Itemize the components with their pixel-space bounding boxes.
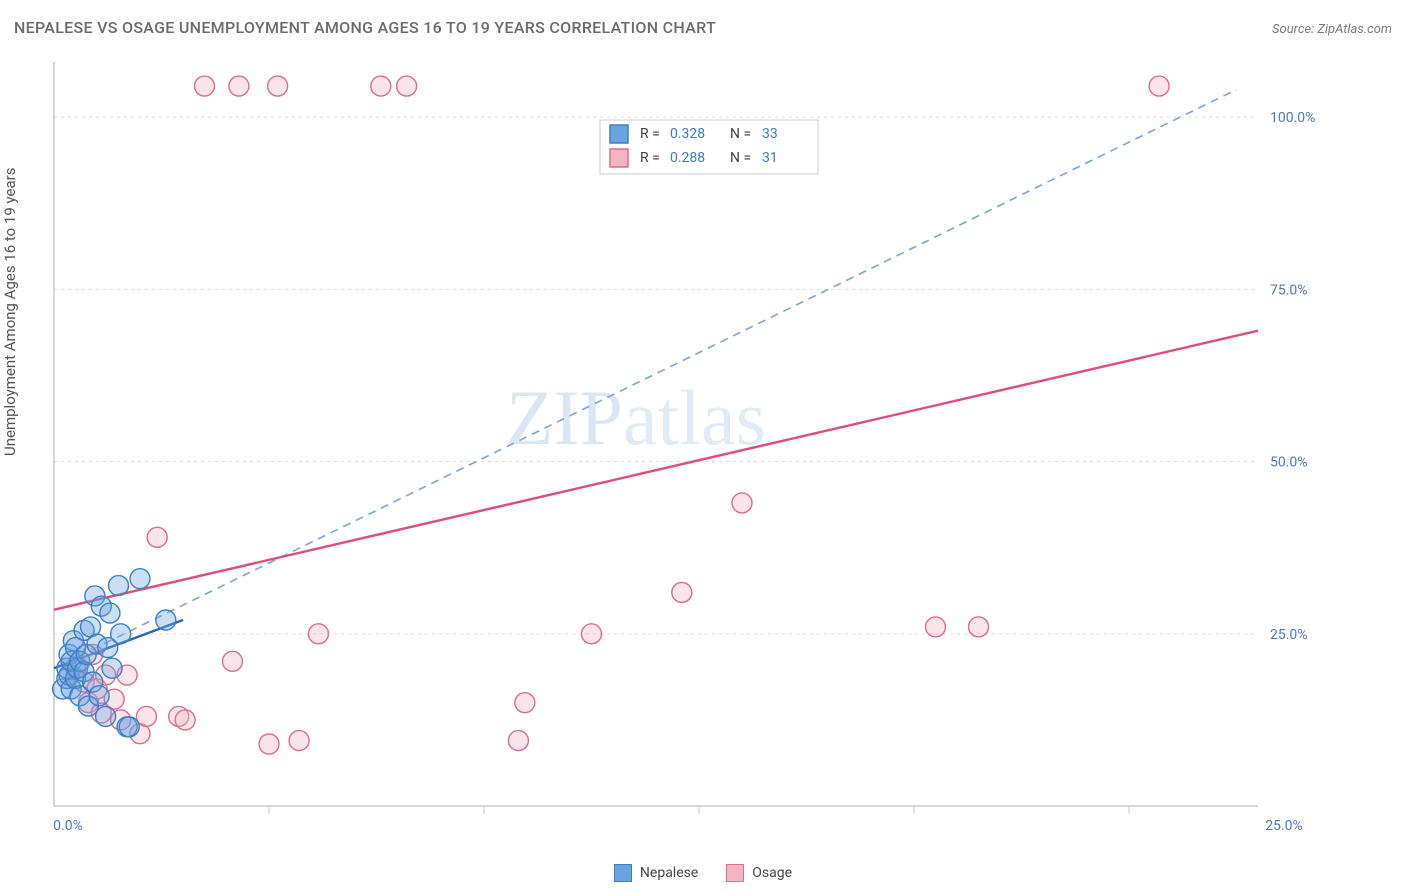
legend: Nepalese Osage (0, 864, 1406, 886)
data-point-osage (672, 582, 692, 602)
data-point-nepalese (130, 569, 150, 589)
legend-item-osage: Osage (726, 864, 792, 882)
data-point-osage (926, 617, 946, 637)
data-point-osage (268, 76, 288, 96)
data-point-osage (136, 706, 156, 726)
data-point-nepalese (111, 624, 131, 644)
stats-swatch-osage (610, 149, 628, 167)
x-tick-label: 25.0% (1265, 818, 1303, 832)
y-tick-label: 50.0% (1270, 455, 1308, 471)
data-point-osage (175, 710, 195, 730)
legend-label: Osage (752, 865, 792, 881)
stats-text: R = (640, 150, 660, 166)
legend-item-nepalese: Nepalese (614, 864, 698, 882)
data-point-osage (289, 731, 309, 751)
data-point-osage (732, 493, 752, 513)
data-point-osage (222, 651, 242, 671)
legend-swatch-nepalese (614, 864, 632, 882)
data-point-nepalese (109, 576, 129, 596)
data-point-osage (508, 731, 528, 751)
data-point-osage (1149, 76, 1169, 96)
data-point-osage (969, 617, 989, 637)
stats-text: N = (730, 150, 751, 166)
data-point-osage (147, 527, 167, 547)
stats-text: 0.328 (670, 126, 705, 142)
stats-text: 31 (762, 150, 778, 166)
data-point-osage (195, 76, 215, 96)
stats-text: R = (640, 126, 660, 142)
data-point-nepalese (156, 610, 176, 630)
data-point-nepalese (96, 706, 116, 726)
stats-text: N = (730, 126, 751, 142)
y-axis-label: Unemployment Among Ages 16 to 19 years (1, 436, 19, 456)
y-tick-label: 100.0% (1270, 110, 1315, 126)
data-point-osage (259, 734, 279, 754)
stats-box (600, 120, 818, 174)
y-tick-label: 25.0% (1270, 627, 1308, 643)
data-point-osage (371, 76, 391, 96)
data-point-nepalese (100, 603, 120, 623)
x-tick-label: 0.0% (53, 818, 83, 832)
data-point-osage (397, 76, 417, 96)
data-point-osage (229, 76, 249, 96)
legend-swatch-osage (726, 864, 744, 882)
data-point-nepalese (89, 686, 109, 706)
legend-label: Nepalese (640, 865, 698, 881)
source-label: Source: ZipAtlas.com (1272, 22, 1392, 37)
chart-title: NEPALESE VS OSAGE UNEMPLOYMENT AMONG AGE… (14, 18, 716, 37)
data-point-nepalese (119, 717, 139, 737)
data-point-nepalese (102, 658, 122, 678)
data-point-osage (582, 624, 602, 644)
stats-text: 0.288 (670, 150, 705, 166)
watermark: ZIPatlas (506, 374, 766, 461)
chart-plot-area: 25.0% 50.0% 75.0% 100.0% ZIPatlas 0.0% 25.0% R … (46, 58, 1316, 832)
stats-text: 33 (762, 126, 778, 142)
data-point-osage (308, 624, 328, 644)
stats-swatch-nepalese (610, 125, 628, 143)
y-tick-label: 75.0% (1270, 282, 1308, 298)
data-point-osage (515, 693, 535, 713)
scatter-chart: 25.0% 50.0% 75.0% 100.0% ZIPatlas 0.0% 25.0% R … (46, 58, 1316, 832)
